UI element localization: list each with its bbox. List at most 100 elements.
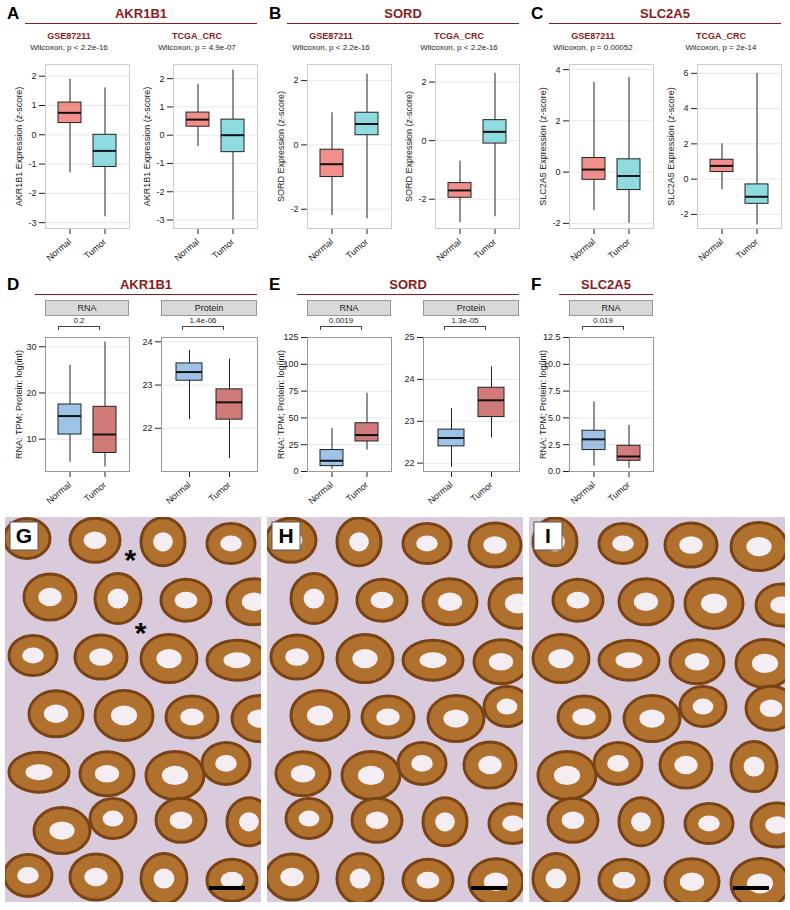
svg-text:Normal: Normal [696, 237, 725, 263]
svg-text:20: 20 [26, 388, 36, 398]
svg-text:25: 25 [404, 332, 414, 342]
svg-text:-2: -2 [552, 218, 560, 228]
svg-text:RNA: TPM; Protein: log(int): RNA: TPM; Protein: log(int) [538, 350, 548, 459]
svg-text:RNA: TPM; Protein: log(int): RNA: TPM; Protein: log(int) [14, 350, 24, 459]
svg-text:-1: -1 [28, 159, 36, 169]
svg-text:-2: -2 [156, 187, 164, 197]
svg-text:10: 10 [26, 434, 36, 444]
html-text:SORD: SORD [384, 6, 422, 21]
svg-text:0: 0 [555, 167, 560, 177]
svg-text:Normal: Normal [306, 480, 335, 506]
svg-text:Normal: Normal [434, 237, 463, 263]
svg-text:-2: -2 [418, 194, 426, 204]
svg-text:Tumor: Tumor [82, 237, 108, 261]
svg-text:*: * [125, 543, 137, 576]
svg-text:50: 50 [288, 413, 298, 423]
svg-text:5.0: 5.0 [548, 413, 561, 423]
svg-text:G: G [16, 524, 32, 547]
svg-text:Tumor: Tumor [734, 237, 760, 261]
svg-text:SLC2A5 Expression (z-score): SLC2A5 Expression (z-score) [538, 87, 548, 206]
svg-text:0.0: 0.0 [548, 466, 561, 476]
svg-text:0: 0 [293, 140, 298, 150]
svg-text:Normal: Normal [568, 480, 597, 506]
html-text:D: D [7, 275, 20, 294]
svg-text:23: 23 [142, 380, 152, 390]
svg-text:7.5: 7.5 [548, 386, 561, 396]
html-text:TCGA_CRC: TCGA_CRC [172, 31, 222, 41]
svg-text:*: * [135, 616, 147, 649]
svg-text:1: 1 [31, 100, 36, 110]
svg-text:Tumor: Tumor [82, 480, 108, 504]
html-text:SLC2A5: SLC2A5 [640, 6, 690, 21]
svg-text:Normal: Normal [426, 480, 455, 506]
html-text:E: E [269, 275, 281, 294]
svg-text:0: 0 [421, 136, 426, 146]
html-text:C: C [531, 4, 544, 23]
html-text:AKR1B1: AKR1B1 [115, 6, 167, 21]
svg-text:-1: -1 [156, 158, 164, 168]
svg-text:Tumor: Tumor [606, 480, 632, 504]
svg-text:2: 2 [555, 116, 560, 126]
svg-text:23: 23 [404, 416, 414, 426]
svg-text:6: 6 [683, 68, 688, 78]
svg-text:24: 24 [142, 337, 152, 347]
svg-text:SLC2A5 Expression (z-score): SLC2A5 Expression (z-score) [666, 87, 676, 206]
html-text:F: F [531, 275, 542, 294]
html-text:GSE87211: GSE87211 [309, 31, 353, 41]
svg-text:2: 2 [293, 75, 298, 85]
svg-text:4: 4 [683, 103, 688, 113]
svg-text:Normal: Normal [172, 237, 201, 263]
svg-text:Normal: Normal [568, 237, 597, 263]
svg-text:0: 0 [293, 466, 298, 476]
svg-text:-2: -2 [28, 188, 36, 198]
svg-text:100: 100 [283, 359, 299, 370]
svg-text:2: 2 [159, 74, 164, 84]
svg-text:Tumor: Tumor [606, 237, 632, 261]
html-text:B: B [269, 4, 282, 23]
svg-text:25: 25 [288, 440, 298, 450]
html-text:SORD: SORD [389, 277, 427, 292]
svg-text:-3: -3 [28, 218, 36, 228]
svg-text:SORD Expression (z-score): SORD Expression (z-score) [404, 91, 414, 202]
svg-text:Tumor: Tumor [472, 237, 498, 261]
svg-text:2.5: 2.5 [548, 440, 561, 450]
svg-text:4: 4 [555, 65, 560, 75]
svg-text:H: H [278, 524, 293, 547]
svg-text:Tumor: Tumor [207, 480, 233, 504]
html-text:GSE87211: GSE87211 [47, 31, 91, 41]
svg-text:-2: -2 [680, 209, 688, 219]
svg-text:SORD Expression (z-score): SORD Expression (z-score) [276, 91, 286, 202]
svg-text:AKR1B1 Expression (z-score): AKR1B1 Expression (z-score) [14, 87, 24, 207]
html-text:SLC2A5: SLC2A5 [581, 277, 631, 292]
svg-text:Normal: Normal [44, 237, 73, 263]
svg-text:30: 30 [26, 342, 36, 352]
svg-text:RNA: TPM; Protein: log(int): RNA: TPM; Protein: log(int) [276, 350, 286, 459]
svg-text:12.5: 12.5 [543, 332, 561, 342]
svg-text:Tumor: Tumor [210, 237, 236, 261]
svg-text:24: 24 [404, 374, 414, 384]
svg-text:-2: -2 [290, 204, 298, 214]
svg-text:-3: -3 [156, 215, 164, 225]
svg-text:2: 2 [421, 77, 426, 87]
svg-text:125: 125 [283, 332, 298, 342]
svg-text:Normal: Normal [164, 480, 193, 506]
svg-text:AKR1B1 Expression (z-score): AKR1B1 Expression (z-score) [142, 87, 152, 207]
svg-text:Tumor: Tumor [469, 480, 495, 504]
svg-text:Normal: Normal [306, 237, 335, 263]
svg-text:Tumor: Tumor [344, 237, 370, 261]
svg-text:2: 2 [683, 139, 688, 149]
svg-text:0: 0 [159, 130, 164, 140]
svg-text:Normal: Normal [44, 480, 73, 506]
svg-text:22: 22 [142, 423, 152, 433]
svg-text:10.0: 10.0 [543, 359, 561, 370]
svg-text:75: 75 [288, 386, 298, 396]
svg-text:0: 0 [683, 174, 688, 184]
html-text:AKR1B1: AKR1B1 [120, 277, 172, 292]
svg-text:I: I [545, 524, 551, 547]
svg-text:Tumor: Tumor [344, 480, 370, 504]
svg-text:22: 22 [404, 458, 414, 468]
svg-text:1: 1 [159, 102, 164, 112]
html-text:A: A [7, 4, 20, 23]
svg-text:0: 0 [31, 130, 36, 140]
svg-text:2: 2 [31, 71, 36, 81]
